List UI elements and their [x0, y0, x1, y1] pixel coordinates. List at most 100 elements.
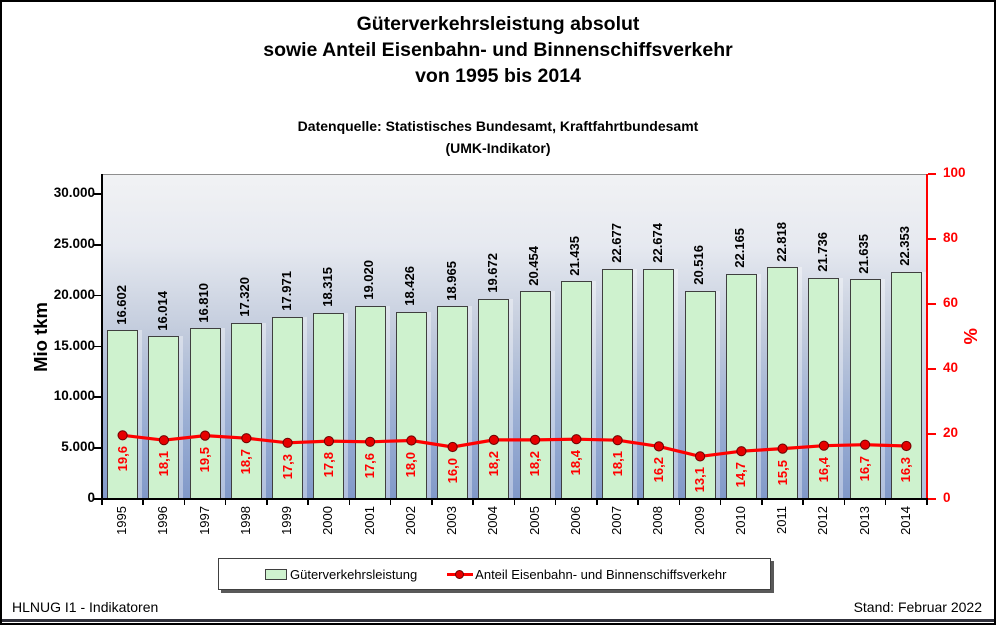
right-axis-tick-label: 100	[943, 165, 966, 180]
left-axis-tick-label: 20.000	[53, 286, 95, 302]
left-axis-tick	[94, 345, 102, 348]
left-axis-tick	[94, 396, 102, 399]
x-axis-label-2014: 2014	[897, 506, 913, 535]
line-point-2004	[488, 434, 499, 445]
x-axis-label-2003: 2003	[444, 506, 460, 535]
footer-left: HLNUG I1 - Indikatoren	[12, 599, 159, 615]
x-axis-tick	[596, 499, 598, 505]
line-point-2002	[406, 435, 417, 446]
bar-2014	[890, 272, 922, 499]
x-axis-label-2000: 2000	[320, 506, 336, 535]
x-axis-tick	[719, 499, 722, 505]
bar-1998	[230, 323, 262, 499]
bar-2011	[767, 267, 799, 499]
right-axis-tick	[928, 173, 936, 175]
right-axis-tick	[928, 433, 936, 435]
chart-subtitle: Datenquelle: Statistisches Bundesamt, Kr…	[2, 115, 994, 159]
left-axis-tick-label: 15.000	[53, 337, 95, 353]
bar-2013	[849, 279, 881, 499]
line-point-1996	[158, 435, 170, 446]
bar-2003	[437, 306, 469, 499]
line-point-2008	[653, 441, 665, 452]
x-axis-label-2006: 2006	[567, 506, 583, 535]
line-value-label-2003: 16,0	[444, 458, 460, 484]
right-axis-tick-label: 40	[943, 360, 959, 375]
left-axis-tick	[94, 294, 102, 297]
left-axis-tick-label: 5.000	[61, 439, 95, 455]
x-axis-label-2009: 2009	[691, 506, 707, 535]
line-value-label-2014: 16,3	[898, 457, 914, 483]
bar-2007	[602, 268, 634, 499]
left-axis-tick	[94, 193, 102, 195]
x-axis-label-1995: 1995	[114, 506, 130, 535]
bar-1997	[189, 328, 221, 499]
x-axis-tick	[266, 499, 268, 505]
bar-2006	[560, 281, 592, 499]
right-axis-tick-label: 20	[943, 425, 959, 440]
x-axis-tick	[926, 499, 928, 505]
chart-title-line-2: sowie Anteil Eisenbahn- und Binnenschiff…	[263, 39, 733, 61]
left-axis-title: Mio tkm	[29, 301, 51, 372]
right-axis-tick	[928, 238, 936, 240]
x-axis-tick	[637, 499, 639, 505]
line-point-2011	[777, 443, 788, 454]
right-axis-title-box: %	[956, 174, 986, 499]
legend-bar-series-label: Güterverkehrsleistung	[290, 566, 418, 582]
x-axis-tick	[307, 499, 309, 505]
line-point-2003	[447, 441, 458, 453]
left-axis-tick-label: 30.000	[53, 185, 95, 201]
left-axis-tick-label: 10.000	[53, 388, 95, 404]
bar-2002	[395, 311, 427, 499]
line-value-label-2007: 18,1	[609, 451, 625, 477]
x-axis-tick	[101, 499, 103, 505]
x-axis-label-2010: 2010	[732, 506, 748, 535]
x-axis-label-2004: 2004	[485, 506, 501, 535]
x-axis-label-2011: 2011	[774, 506, 790, 534]
line-series-marker-icon	[447, 569, 474, 579]
x-axis-tick	[183, 499, 186, 505]
x-axis-tick	[843, 499, 846, 505]
x-axis-label-1997: 1997	[196, 506, 212, 535]
line-value-label-1998: 18,7	[238, 449, 254, 475]
left-axis-title-box: Mio tkm	[24, 174, 58, 499]
x-axis-label-2012: 2012	[815, 506, 831, 535]
x-axis-label-1996: 1996	[155, 506, 171, 535]
x-axis-label-2001: 2001	[361, 506, 377, 535]
line-value-label-2010: 14,7	[733, 462, 749, 488]
x-axis-label-2005: 2005	[526, 506, 542, 535]
chart-title-line-3: von 1995 bis 2014	[415, 65, 581, 87]
line-value-label-2004: 18,2	[485, 450, 501, 477]
footer-right: Stand: Februar 2022	[853, 599, 982, 615]
line-point-2007	[612, 435, 623, 446]
line-point-1995	[117, 430, 128, 441]
x-axis-tick	[884, 499, 887, 505]
bar-2010	[725, 273, 757, 499]
bar-2001	[354, 305, 386, 499]
x-axis-tick	[472, 499, 474, 505]
chart-title-line-1: Güterverkehrsleistung absolut	[356, 13, 640, 35]
chart-title: Güterverkehrsleistung absolut sowie Ante…	[2, 11, 994, 89]
x-axis-tick	[513, 499, 516, 505]
bar-2008	[643, 268, 675, 499]
line-point-2001	[365, 436, 376, 447]
line-point-2006	[571, 434, 582, 445]
line-point-2012	[818, 440, 830, 451]
bar-2012	[808, 278, 840, 499]
indicator-line: (UMK-Indikator)	[445, 140, 551, 156]
line-value-label-1996: 18,1	[155, 451, 171, 477]
bars-layer: 16.602 16.014 16.810 17.320 17.971 18.315 19.0…	[102, 174, 927, 499]
line-value-label-1997: 19,5	[197, 446, 213, 472]
line-value-label-2008: 16,2	[650, 457, 666, 483]
bottom-bar	[2, 619, 994, 622]
legend-line-entry: Anteil Eisenbahn- und Binnenschiffsverke…	[447, 567, 726, 582]
line-value-label-2000: 17,8	[320, 452, 336, 478]
line-point-2000	[323, 436, 334, 447]
x-axis-tick	[431, 499, 433, 505]
left-axis-tick-label: 0	[87, 490, 95, 505]
line-value-label-2013: 16,7	[857, 455, 873, 481]
left-axis-tick	[94, 498, 102, 500]
left-axis-tick	[94, 244, 102, 246]
x-axis-tick	[389, 499, 392, 505]
x-axis-tick	[224, 499, 227, 505]
right-axis-tick	[928, 303, 936, 305]
